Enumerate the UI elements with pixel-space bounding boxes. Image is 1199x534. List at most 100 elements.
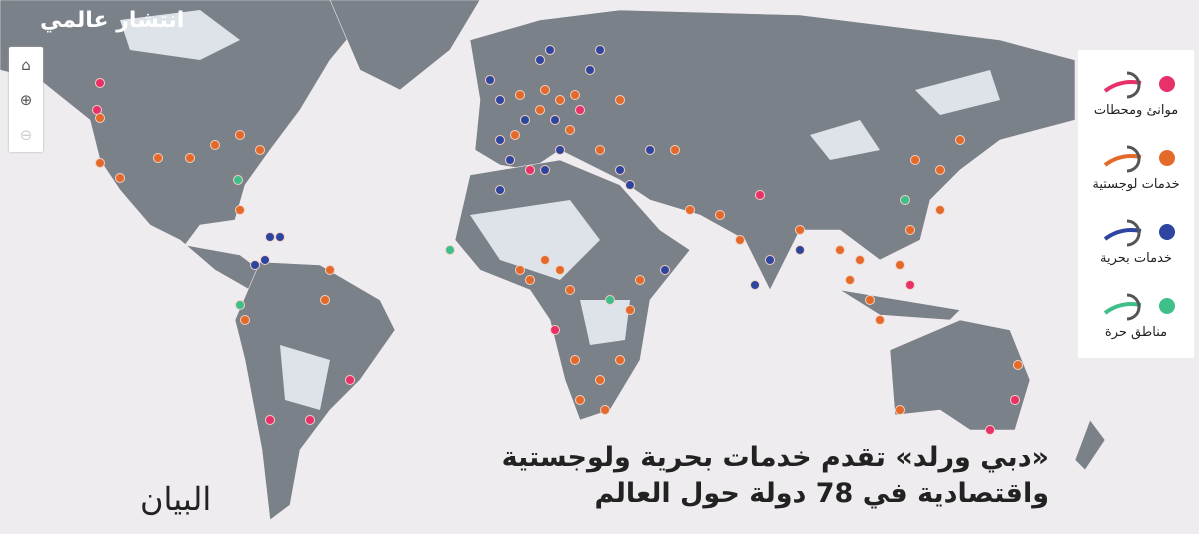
location-dot[interactable] <box>235 300 245 310</box>
location-dot[interactable] <box>255 145 265 155</box>
location-dot[interactable] <box>565 125 575 135</box>
location-dot[interactable] <box>585 65 595 75</box>
highlight-country <box>470 200 600 280</box>
location-dot[interactable] <box>540 85 550 95</box>
location-dot[interactable] <box>600 405 610 415</box>
location-dot[interactable] <box>845 275 855 285</box>
location-dot[interactable] <box>515 265 525 275</box>
location-dot[interactable] <box>305 415 315 425</box>
map-controls: ⌂ ⊕ ⊖ <box>9 47 43 152</box>
location-dot[interactable] <box>1010 395 1020 405</box>
location-dot[interactable] <box>235 130 245 140</box>
location-dot[interactable] <box>545 45 555 55</box>
location-dot[interactable] <box>570 90 580 100</box>
location-dot[interactable] <box>715 210 725 220</box>
location-dot[interactable] <box>625 305 635 315</box>
location-dot[interactable] <box>445 245 455 255</box>
location-dot[interactable] <box>765 255 775 265</box>
location-dot[interactable] <box>525 165 535 175</box>
location-dot[interactable] <box>510 130 520 140</box>
location-dot[interactable] <box>755 190 765 200</box>
location-dot[interactable] <box>210 140 220 150</box>
location-dot[interactable] <box>565 285 575 295</box>
location-dot[interactable] <box>325 265 335 275</box>
location-dot[interactable] <box>555 145 565 155</box>
location-dot[interactable] <box>615 165 625 175</box>
zoom-out-icon[interactable]: ⊖ <box>19 125 33 144</box>
location-dot[interactable] <box>555 95 565 105</box>
home-icon[interactable]: ⌂ <box>21 55 31 74</box>
location-dot[interactable] <box>835 245 845 255</box>
location-dot[interactable] <box>555 265 565 275</box>
legend: موانئ ومحطات خدمات لوجستية خدمات بحرية م… <box>1078 50 1194 358</box>
location-dot[interactable] <box>520 115 530 125</box>
location-dot[interactable] <box>505 155 515 165</box>
location-dot[interactable] <box>185 153 195 163</box>
location-dot[interactable] <box>95 78 105 88</box>
location-dot[interactable] <box>320 295 330 305</box>
legend-dot <box>1159 149 1175 166</box>
location-dot[interactable] <box>750 280 760 290</box>
location-dot[interactable] <box>615 95 625 105</box>
location-dot[interactable] <box>535 55 545 65</box>
location-dot[interactable] <box>935 205 945 215</box>
location-dot[interactable] <box>550 115 560 125</box>
location-dot[interactable] <box>645 145 655 155</box>
location-dot[interactable] <box>895 405 905 415</box>
location-dot[interactable] <box>550 325 560 335</box>
location-dot[interactable] <box>985 425 995 435</box>
location-dot[interactable] <box>865 295 875 305</box>
location-dot[interactable] <box>95 158 105 168</box>
location-dot[interactable] <box>855 255 865 265</box>
location-dot[interactable] <box>485 75 495 85</box>
location-dot[interactable] <box>575 105 585 115</box>
location-dot[interactable] <box>905 280 915 290</box>
location-dot[interactable] <box>250 260 260 270</box>
location-dot[interactable] <box>115 173 125 183</box>
location-dot[interactable] <box>635 275 645 285</box>
location-dot[interactable] <box>265 232 275 242</box>
greenland <box>329 0 481 91</box>
location-dot[interactable] <box>795 245 805 255</box>
location-dot[interactable] <box>495 95 505 105</box>
location-dot[interactable] <box>525 275 535 285</box>
location-dot[interactable] <box>875 315 885 325</box>
location-dot[interactable] <box>905 225 915 235</box>
location-dot[interactable] <box>240 315 250 325</box>
location-dot[interactable] <box>735 235 745 245</box>
location-dot[interactable] <box>540 165 550 175</box>
location-dot[interactable] <box>955 135 965 145</box>
location-dot[interactable] <box>345 375 355 385</box>
location-dot[interactable] <box>595 45 605 55</box>
location-dot[interactable] <box>935 165 945 175</box>
location-dot[interactable] <box>535 105 545 115</box>
location-dot[interactable] <box>595 375 605 385</box>
location-dot[interactable] <box>515 90 525 100</box>
location-dot[interactable] <box>260 255 270 265</box>
location-dot[interactable] <box>910 155 920 165</box>
location-dot[interactable] <box>615 355 625 365</box>
location-dot[interactable] <box>570 355 580 365</box>
location-dot[interactable] <box>900 195 910 205</box>
location-dot[interactable] <box>660 265 670 275</box>
location-dot[interactable] <box>575 395 585 405</box>
location-dot[interactable] <box>235 205 245 215</box>
location-dot[interactable] <box>670 145 680 155</box>
location-dot[interactable] <box>685 205 695 215</box>
location-dot[interactable] <box>233 175 243 185</box>
location-dot[interactable] <box>605 295 615 305</box>
location-dot[interactable] <box>795 225 805 235</box>
location-dot[interactable] <box>895 260 905 270</box>
location-dot[interactable] <box>540 255 550 265</box>
location-dot[interactable] <box>1013 360 1023 370</box>
zoom-in-icon[interactable]: ⊕ <box>19 90 33 109</box>
location-dot[interactable] <box>595 145 605 155</box>
location-dot[interactable] <box>275 232 285 242</box>
location-dot[interactable] <box>495 185 505 195</box>
location-dot[interactable] <box>95 113 105 123</box>
location-dot[interactable] <box>495 135 505 145</box>
location-dot[interactable] <box>265 415 275 425</box>
location-dot[interactable] <box>153 153 163 163</box>
location-dot[interactable] <box>625 180 635 190</box>
